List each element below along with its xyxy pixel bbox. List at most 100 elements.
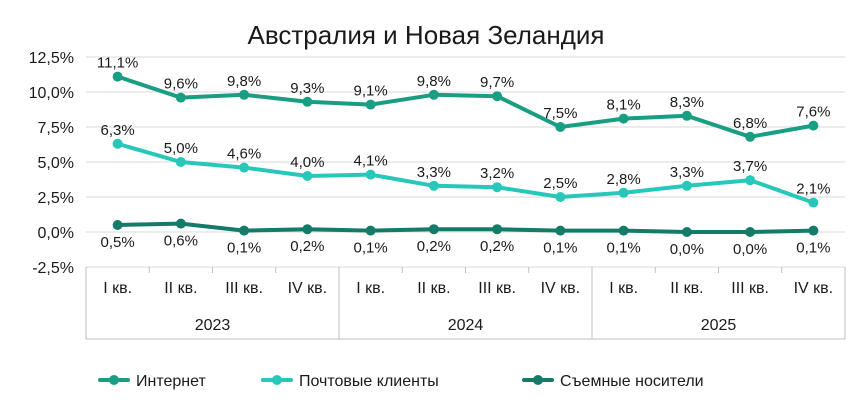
- data-label: 3,2%: [480, 165, 514, 182]
- data-label: 9,3%: [290, 80, 324, 97]
- data-point: [492, 224, 503, 235]
- data-label: 0,2%: [417, 238, 451, 255]
- legend-label: Съемные носители: [560, 373, 704, 390]
- data-point: [745, 175, 756, 186]
- data-point: [302, 224, 313, 235]
- y-tick-label: 2,5%: [38, 190, 74, 207]
- data-point: [618, 187, 629, 198]
- data-point: [365, 225, 376, 236]
- x-tick-label: II кв.: [670, 280, 703, 297]
- data-point: [618, 113, 629, 124]
- data-label: 9,8%: [227, 73, 261, 90]
- data-label: 3,3%: [670, 164, 704, 181]
- data-label: 0,5%: [101, 234, 135, 251]
- data-point: [239, 225, 250, 236]
- legend-label: Интернет: [136, 373, 206, 390]
- data-label: 0,0%: [670, 241, 704, 258]
- data-label: 3,7%: [733, 158, 767, 175]
- data-point: [428, 89, 439, 100]
- chart-title: Австралия и Новая Зеландия: [247, 20, 604, 50]
- data-point: [428, 224, 439, 235]
- legend-label: Почтовые клиенты: [299, 373, 439, 390]
- x-group-label: 2024: [448, 317, 484, 334]
- x-tick-label: IV кв.: [541, 280, 581, 297]
- x-tick-label: III кв.: [478, 280, 516, 297]
- data-point: [175, 157, 186, 167]
- y-tick-label: 12,5%: [29, 50, 74, 67]
- x-group-label: 2025: [701, 317, 737, 334]
- data-point: [808, 120, 819, 131]
- data-label: 3,3%: [417, 164, 451, 181]
- data-label: 0,2%: [290, 238, 324, 255]
- data-label: 7,5%: [543, 105, 577, 122]
- data-label: 9,6%: [164, 76, 198, 93]
- y-tick-label: 7,5%: [38, 120, 74, 137]
- data-point: [808, 225, 819, 236]
- data-label: 11,1%: [97, 55, 138, 72]
- x-tick-label: II кв.: [417, 280, 450, 297]
- data-point: [745, 131, 756, 142]
- data-point: [492, 182, 503, 193]
- data-point: [428, 180, 439, 191]
- x-tick-label: II кв.: [164, 280, 197, 297]
- series-line: [115, 74, 816, 139]
- data-label: 0,1%: [354, 240, 388, 257]
- x-tick-label: I кв.: [103, 280, 132, 297]
- data-label: 4,1%: [354, 153, 388, 170]
- data-label: 7,6%: [796, 104, 830, 121]
- x-tick-label: I кв.: [609, 280, 638, 297]
- y-tick-label: 0,0%: [38, 225, 74, 242]
- data-label: 0,6%: [164, 233, 198, 250]
- data-point: [239, 89, 250, 100]
- data-label: 2,8%: [607, 171, 641, 188]
- data-point: [681, 110, 692, 121]
- x-tick-label: IV кв.: [794, 280, 834, 297]
- x-tick-label: III кв.: [225, 280, 263, 297]
- data-label: 9,1%: [354, 83, 388, 100]
- data-point: [302, 96, 313, 107]
- data-point: [618, 225, 629, 236]
- data-label: 2,1%: [796, 181, 830, 198]
- data-point: [365, 169, 376, 180]
- data-point: [302, 171, 313, 181]
- data-label: 0,1%: [796, 240, 830, 257]
- legend-marker: [533, 375, 543, 385]
- data-point: [112, 220, 123, 230]
- legend-marker: [272, 375, 282, 385]
- data-label: 5,0%: [164, 140, 198, 157]
- data-point: [239, 162, 250, 173]
- data-label: 0,1%: [543, 240, 577, 257]
- y-tick-label: 5,0%: [38, 155, 74, 172]
- data-label: 6,3%: [101, 122, 135, 139]
- series-line: [115, 141, 816, 205]
- data-label: 4,6%: [227, 146, 261, 163]
- legend-marker: [109, 375, 119, 385]
- data-point: [175, 92, 186, 103]
- data-label: 0,0%: [733, 241, 767, 258]
- data-point: [112, 138, 123, 149]
- data-label: 2,5%: [543, 175, 577, 192]
- data-label: 8,3%: [670, 94, 704, 111]
- x-tick-label: III кв.: [731, 280, 769, 297]
- data-label: 6,8%: [733, 115, 767, 132]
- data-point: [555, 192, 566, 202]
- data-label: 0,1%: [607, 240, 641, 257]
- data-label: 0,1%: [227, 240, 261, 257]
- data-point: [808, 197, 819, 208]
- data-point: [745, 227, 756, 237]
- data-point: [681, 180, 692, 191]
- data-point: [555, 122, 566, 132]
- data-point: [112, 71, 123, 82]
- data-point: [492, 91, 503, 102]
- series-line: [115, 221, 816, 234]
- data-label: 8,1%: [607, 97, 641, 114]
- data-label: 9,7%: [480, 74, 514, 91]
- x-tick-label: IV кв.: [288, 280, 328, 297]
- y-tick-label: -2,5%: [32, 260, 74, 277]
- data-label: 9,8%: [417, 73, 451, 90]
- data-point: [681, 227, 692, 237]
- data-point: [365, 99, 376, 110]
- y-tick-label: 10,0%: [29, 85, 74, 102]
- x-tick-label: I кв.: [356, 280, 385, 297]
